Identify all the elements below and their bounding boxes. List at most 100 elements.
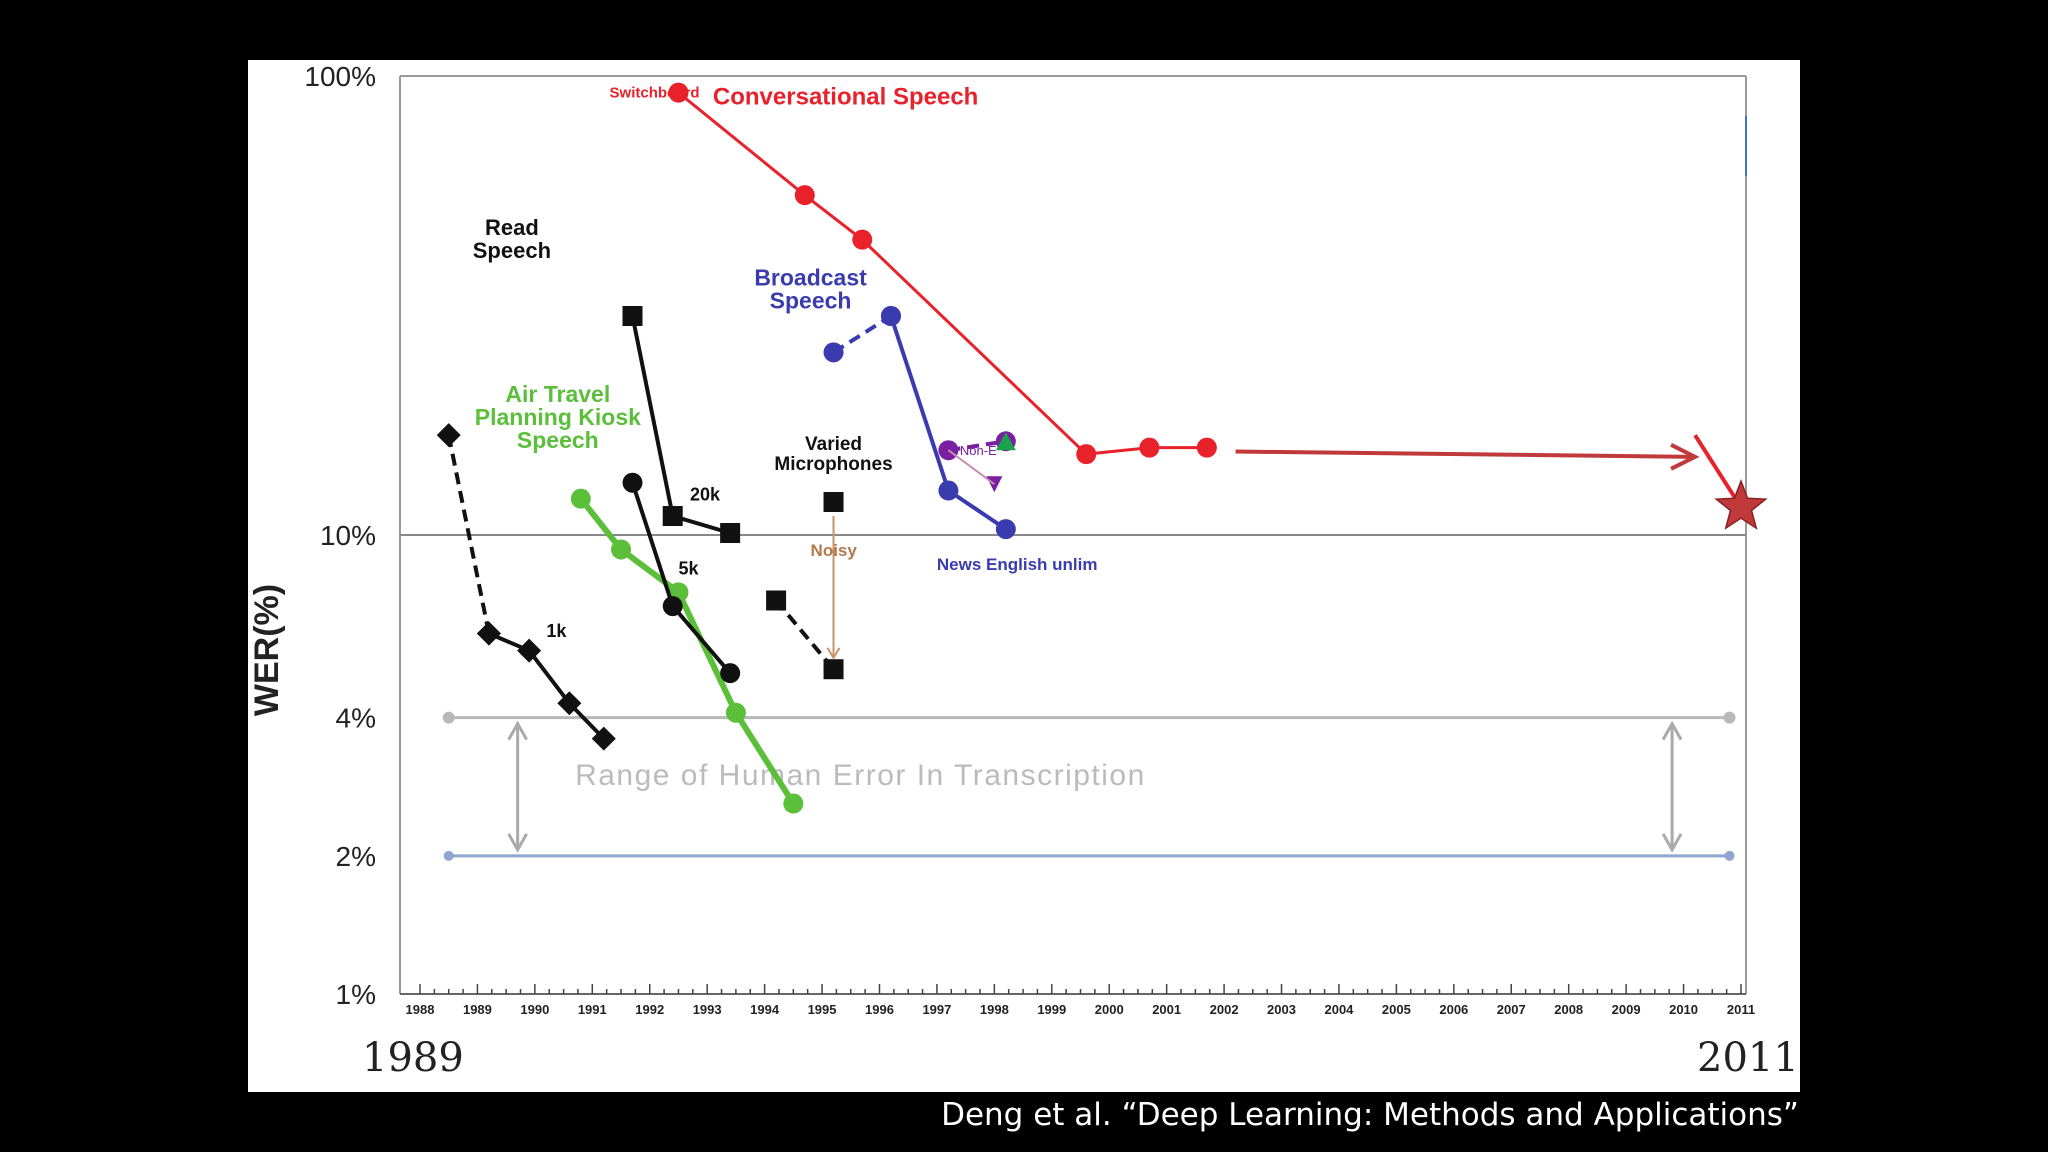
- data-point: [557, 691, 582, 716]
- x-tick-label: 2010: [1669, 1002, 1698, 1017]
- y-tick-label: 1%: [336, 979, 376, 1010]
- data-point: [823, 342, 844, 363]
- data-point: [852, 229, 873, 250]
- human-error-upper-end: [442, 711, 455, 724]
- data-point: [823, 659, 844, 680]
- x-tick-label: 2004: [1324, 1002, 1354, 1017]
- start-year-label: 1989: [362, 1035, 464, 1081]
- news-english-label: News English unlim: [937, 555, 1098, 574]
- x-tick-label: 1990: [520, 1002, 549, 1017]
- series-line: [446, 434, 491, 634]
- air-travel-label: Air Travel: [505, 381, 610, 407]
- x-tick-label: 2009: [1612, 1002, 1641, 1017]
- x-tick-label: 1994: [750, 1002, 780, 1017]
- projection-arrow-head: [1670, 443, 1700, 471]
- data-point: [591, 726, 616, 751]
- noisy-label: Noisy: [811, 541, 858, 560]
- varied-microphones-label: Varied: [805, 434, 862, 455]
- data-point: [476, 621, 501, 646]
- data-point: [611, 539, 632, 560]
- series-line: [832, 314, 893, 355]
- target-star: [1714, 478, 1768, 530]
- broadcast-speech-label: Speech: [770, 287, 852, 313]
- data-point: [720, 523, 741, 544]
- data-point: [668, 82, 689, 103]
- human-error-lower-end: [443, 850, 454, 861]
- chart-panel: 100% 10% 4% 2% 1% WER(%) 1988 1989 1990 1991 1992 1…: [248, 60, 1800, 1092]
- air-travel-label: Speech: [517, 427, 599, 453]
- x-tick-label: 2003: [1267, 1002, 1296, 1017]
- x-tick-label: 2000: [1095, 1002, 1124, 1017]
- human-error-label: Range of Human Error In Transcription: [575, 759, 1146, 792]
- data-point: [662, 506, 683, 527]
- y-tick-label: 2%: [336, 841, 376, 872]
- varied-microphones-label: Microphones: [774, 454, 892, 475]
- x-tick-label: 1995: [808, 1002, 837, 1017]
- x-tick-label: 1997: [922, 1002, 951, 1017]
- x-tick-label: 1993: [693, 1002, 722, 1017]
- x-tick-label: 2008: [1554, 1002, 1583, 1017]
- citation: Deng et al. “Deep Learning: Methods and …: [941, 1097, 1799, 1133]
- non-e-label: Non-E: [960, 443, 997, 458]
- y-axis-label: WER(%): [248, 584, 286, 716]
- label-5k: 5k: [678, 559, 699, 579]
- noisy-arrow-head: [826, 647, 841, 660]
- x-tick-label: 1988: [406, 1002, 435, 1017]
- x-tick-label: 1992: [635, 1002, 664, 1017]
- x-tick-label: 2001: [1152, 1002, 1181, 1017]
- data-point: [1076, 444, 1097, 465]
- data-point: [517, 638, 542, 663]
- series-line: [774, 599, 836, 671]
- data-point: [725, 702, 746, 723]
- switchboard-label: Switchboard: [610, 85, 700, 102]
- data-point: [570, 488, 591, 509]
- label-20k: 20k: [690, 484, 721, 504]
- data-point: [1139, 437, 1160, 458]
- arrow-head-up: [507, 720, 528, 741]
- x-tick-label: 2005: [1382, 1002, 1411, 1017]
- x-tick-label: 2007: [1497, 1002, 1526, 1017]
- human-error-upper-end: [1723, 711, 1736, 724]
- air-travel-label: Planning Kiosk: [475, 404, 641, 430]
- data-point: [436, 423, 461, 448]
- data-point: [1196, 437, 1217, 458]
- projection-arrow: [1235, 449, 1696, 459]
- data-point: [938, 480, 959, 501]
- y-tick-label: 10%: [320, 520, 376, 551]
- data-point: [662, 596, 683, 617]
- x-tick-label: 2006: [1439, 1002, 1468, 1017]
- data-point: [995, 519, 1016, 540]
- conversational-speech-label: Conversational Speech: [713, 84, 978, 111]
- x-tick-label: 2002: [1210, 1002, 1239, 1017]
- x-tick-label: 1998: [980, 1002, 1009, 1017]
- broadcast-speech-label: Broadcast: [754, 264, 867, 290]
- data-point: [720, 663, 741, 684]
- x-tick-label: 1989: [463, 1002, 492, 1017]
- data-point: [622, 472, 643, 493]
- series-line: [488, 631, 606, 741]
- wer-chart: 100% 10% 4% 2% 1% WER(%) 1988 1989 1990 1991 1992 1…: [248, 61, 1768, 1017]
- data-point: [880, 306, 901, 327]
- non-e-connector: [947, 449, 995, 486]
- arrow-head-down: [1661, 833, 1683, 853]
- triangle-marker: [995, 432, 1016, 451]
- data-point: [794, 185, 815, 206]
- projection-drop-line: [1693, 434, 1743, 509]
- human-error-lower-end: [1724, 850, 1735, 861]
- x-tick-label: 1996: [865, 1002, 894, 1017]
- end-year-label: 2011: [1697, 1035, 1799, 1081]
- y-tick-label: 4%: [336, 703, 376, 734]
- data-point: [766, 590, 787, 611]
- x-tick-label: 1999: [1037, 1002, 1066, 1017]
- arrow-head-up: [1661, 720, 1683, 741]
- arrow-head-down: [507, 833, 528, 853]
- x-tick-label: 1991: [578, 1002, 607, 1017]
- y-tick-label: 100%: [304, 61, 376, 92]
- x-tick-label: 2011: [1727, 1002, 1755, 1017]
- read-speech-label: Speech: [473, 238, 551, 263]
- label-1k: 1k: [546, 621, 567, 641]
- data-point: [823, 492, 844, 513]
- data-point: [783, 793, 804, 814]
- data-point: [622, 306, 643, 327]
- read-speech-label: Read: [485, 215, 539, 240]
